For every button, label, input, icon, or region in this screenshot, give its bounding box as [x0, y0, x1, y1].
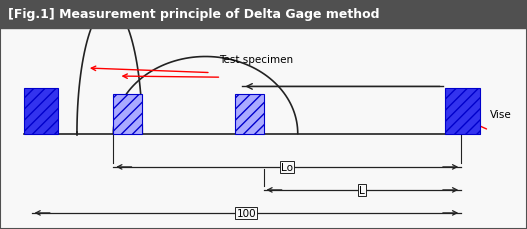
- Bar: [113, 95, 142, 134]
- Bar: [0, 0, 527, 29]
- Text: Vise: Vise: [490, 109, 512, 120]
- Bar: [24, 88, 58, 134]
- Text: L: L: [359, 185, 365, 195]
- Text: Lo: Lo: [281, 162, 293, 172]
- Text: Test specimen: Test specimen: [219, 55, 293, 65]
- Text: [Fig.1] Measurement principle of Delta Gage method: [Fig.1] Measurement principle of Delta G…: [8, 8, 379, 21]
- Bar: [445, 88, 480, 134]
- Text: 100: 100: [237, 208, 256, 218]
- Bar: [235, 95, 264, 134]
